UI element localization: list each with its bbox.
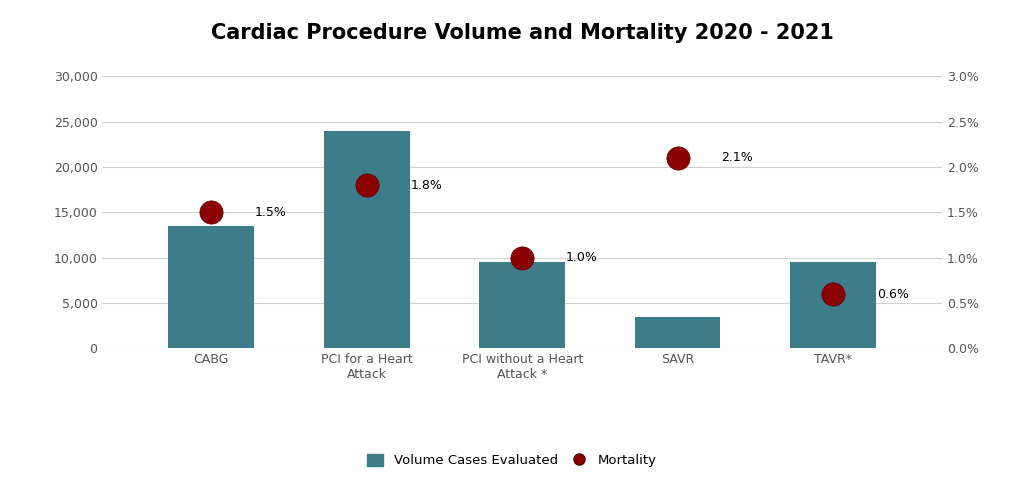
Point bbox=[203, 209, 219, 216]
Point bbox=[670, 154, 686, 162]
Point bbox=[825, 290, 842, 298]
Point bbox=[358, 181, 375, 189]
Text: 2.1%: 2.1% bbox=[721, 151, 753, 165]
Title: Cardiac Procedure Volume and Mortality 2020 - 2021: Cardiac Procedure Volume and Mortality 2… bbox=[211, 23, 834, 43]
Legend: Volume Cases Evaluated, Mortality: Volume Cases Evaluated, Mortality bbox=[362, 449, 662, 472]
Bar bbox=[791, 262, 876, 348]
Text: 0.6%: 0.6% bbox=[877, 287, 908, 301]
Text: 1.5%: 1.5% bbox=[255, 206, 287, 219]
Bar bbox=[479, 262, 565, 348]
Bar bbox=[324, 131, 410, 348]
Bar bbox=[635, 317, 721, 348]
Text: 1.8%: 1.8% bbox=[411, 179, 442, 192]
Bar bbox=[169, 226, 254, 348]
Point bbox=[514, 254, 530, 261]
Text: 1.0%: 1.0% bbox=[566, 251, 598, 264]
